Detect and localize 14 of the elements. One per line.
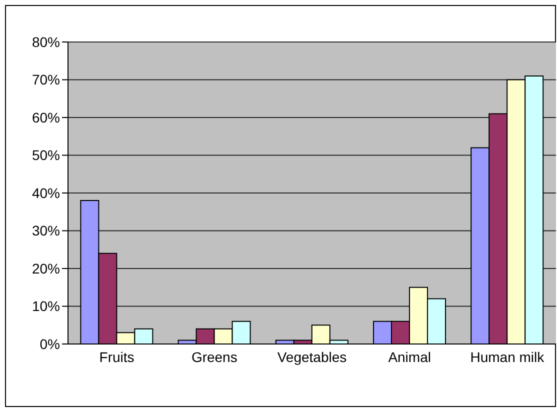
x-tick-label: Vegetables (277, 348, 347, 365)
x-tick-label: Animal (388, 348, 431, 365)
y-tick-label: 10% (32, 298, 60, 314)
y-tick-label: 70% (32, 72, 60, 88)
y-tick-label: 0% (40, 336, 60, 352)
y-tick-label: 30% (32, 222, 60, 239)
y-tick-label: 50% (32, 147, 60, 164)
y-tick-label: 80% (32, 34, 60, 50)
y-tick-label: 60% (32, 109, 60, 126)
y-tick-label: 40% (32, 184, 60, 201)
x-tick-label: Greens (191, 348, 238, 365)
x-tick-label: Human milk (470, 348, 546, 365)
y-tick-label: 20% (32, 260, 60, 276)
x-tick-label: Fruits (99, 348, 134, 365)
